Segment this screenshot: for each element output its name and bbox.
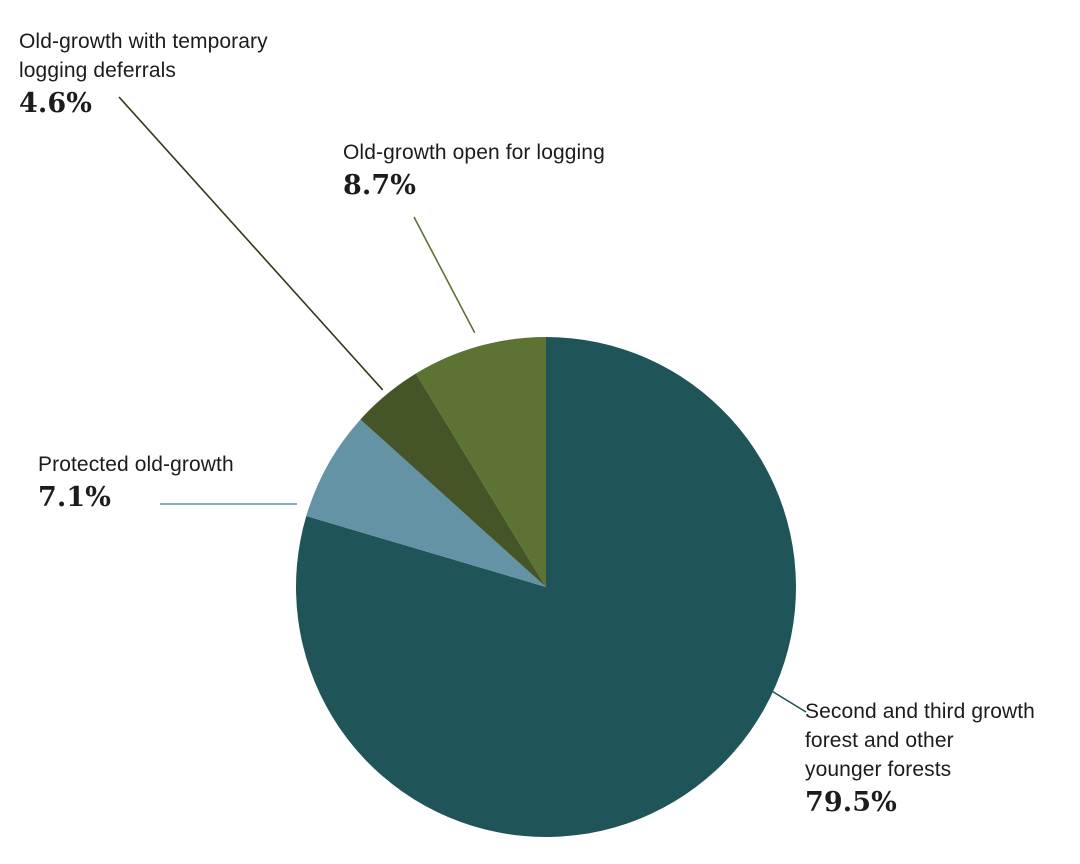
label-younger-forests: Second and third growth forest and other… (805, 697, 1035, 821)
label-young-name-line2: forest and other (805, 729, 954, 752)
label-protected-old-growth: Protected old-growth 7.1% (38, 450, 234, 516)
label-protected-name: Protected old-growth (38, 453, 234, 476)
pie-slice-protected (306, 419, 546, 587)
label-old-growth-deferrals: Old-growth with temporary logging deferr… (19, 27, 268, 122)
leader-line-open (413, 216, 476, 334)
label-deferral-value: 4.6% (19, 88, 93, 119)
label-old-growth-open: Old-growth open for logging 8.7% (343, 138, 605, 204)
label-deferral-name-line2: logging deferrals (19, 59, 176, 82)
pie-slice-open (415, 337, 546, 587)
pie-slices (296, 337, 797, 837)
leader-line-deferral (118, 96, 384, 391)
leader-line-young (769, 689, 807, 713)
pie-slice-deferral (360, 373, 546, 587)
label-young-name: Second and third growth (805, 700, 1035, 723)
label-open-value: 8.7% (343, 170, 417, 201)
leader-lines (118, 96, 807, 713)
label-young-name-line3: younger forests (805, 758, 952, 781)
pie-slice-young (296, 337, 797, 837)
label-young-value: 79.5% (805, 787, 897, 818)
label-deferral-name: Old-growth with temporary (19, 30, 268, 53)
label-open-name: Old-growth open for logging (343, 141, 605, 164)
label-protected-value: 7.1% (38, 482, 112, 513)
